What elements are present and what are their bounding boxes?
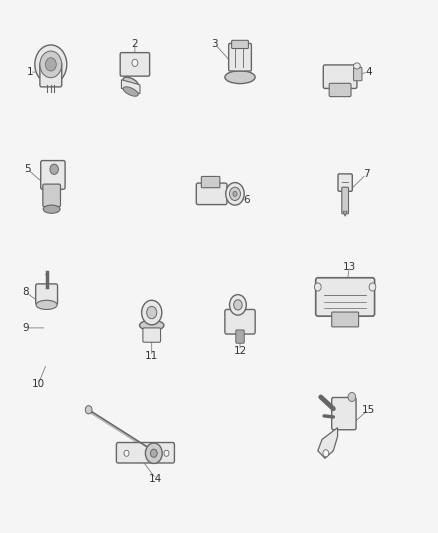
Text: 11: 11 xyxy=(145,351,159,361)
Ellipse shape xyxy=(43,205,60,213)
Ellipse shape xyxy=(123,77,138,87)
Circle shape xyxy=(40,51,62,78)
FancyBboxPatch shape xyxy=(120,53,150,76)
FancyBboxPatch shape xyxy=(353,68,362,81)
Ellipse shape xyxy=(225,71,255,84)
Circle shape xyxy=(230,187,240,200)
FancyBboxPatch shape xyxy=(196,183,227,205)
FancyBboxPatch shape xyxy=(332,398,356,430)
Text: 2: 2 xyxy=(131,39,138,49)
Ellipse shape xyxy=(123,87,138,96)
Circle shape xyxy=(314,283,321,291)
FancyBboxPatch shape xyxy=(201,176,220,188)
FancyBboxPatch shape xyxy=(332,312,359,327)
Polygon shape xyxy=(318,427,338,458)
Ellipse shape xyxy=(140,320,164,330)
Text: 6: 6 xyxy=(243,195,250,205)
Text: 5: 5 xyxy=(25,164,31,174)
Text: 15: 15 xyxy=(362,405,375,415)
FancyBboxPatch shape xyxy=(316,278,374,316)
FancyBboxPatch shape xyxy=(323,65,357,88)
Text: 12: 12 xyxy=(233,346,247,356)
Text: 1: 1 xyxy=(26,67,33,77)
Circle shape xyxy=(234,300,242,310)
FancyBboxPatch shape xyxy=(338,174,352,191)
FancyBboxPatch shape xyxy=(236,330,244,343)
FancyBboxPatch shape xyxy=(41,160,65,189)
Text: 10: 10 xyxy=(32,379,45,389)
Text: 8: 8 xyxy=(22,287,29,297)
Polygon shape xyxy=(121,80,140,94)
FancyBboxPatch shape xyxy=(232,41,248,49)
Text: 9: 9 xyxy=(22,323,29,333)
Text: 7: 7 xyxy=(363,169,370,180)
FancyBboxPatch shape xyxy=(143,328,161,342)
FancyBboxPatch shape xyxy=(117,442,174,463)
Circle shape xyxy=(233,191,237,196)
Circle shape xyxy=(141,300,162,325)
FancyBboxPatch shape xyxy=(35,284,57,304)
Circle shape xyxy=(323,450,329,457)
FancyBboxPatch shape xyxy=(43,184,60,207)
Circle shape xyxy=(369,283,376,291)
FancyBboxPatch shape xyxy=(229,43,251,71)
Ellipse shape xyxy=(36,300,57,310)
Circle shape xyxy=(124,450,129,456)
Circle shape xyxy=(230,295,246,315)
Text: 4: 4 xyxy=(365,67,371,77)
Circle shape xyxy=(145,443,162,464)
Ellipse shape xyxy=(353,63,360,69)
Circle shape xyxy=(46,58,56,71)
Text: 14: 14 xyxy=(149,474,162,484)
FancyBboxPatch shape xyxy=(40,62,62,87)
Circle shape xyxy=(348,392,356,401)
Circle shape xyxy=(147,306,157,319)
Circle shape xyxy=(50,164,58,174)
Text: 13: 13 xyxy=(343,262,356,271)
Polygon shape xyxy=(343,211,347,216)
Circle shape xyxy=(85,406,92,414)
Circle shape xyxy=(151,449,157,457)
Circle shape xyxy=(35,45,67,84)
FancyBboxPatch shape xyxy=(225,310,255,334)
FancyBboxPatch shape xyxy=(342,187,349,214)
Circle shape xyxy=(132,59,138,67)
Circle shape xyxy=(226,183,244,205)
Circle shape xyxy=(164,450,169,456)
FancyBboxPatch shape xyxy=(329,83,351,96)
Text: 3: 3 xyxy=(212,39,218,49)
